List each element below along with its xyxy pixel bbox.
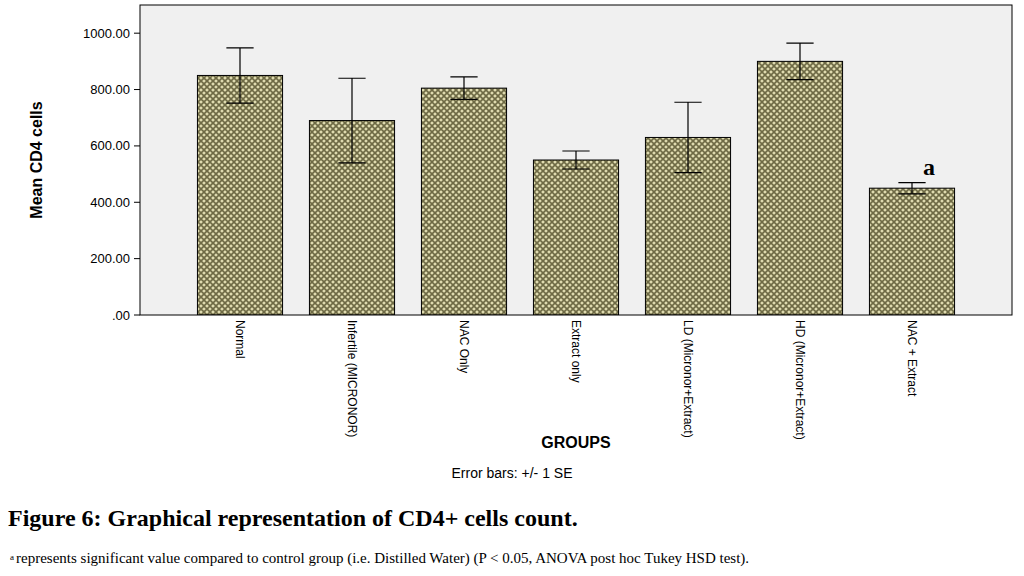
y-tick-label: .00	[112, 308, 130, 323]
chart-root: .00 200.00 400.00 600.00 800.00 1000.00 Normal…	[0, 0, 1024, 576]
error-bar	[898, 183, 925, 194]
y-tick-label: 200.00	[90, 251, 130, 266]
bar	[421, 88, 506, 315]
x-tick-label: Extract only	[569, 320, 583, 383]
caption-title: Figure 6: Graphical representation of CD…	[8, 505, 578, 531]
y-tick-label: 800.00	[90, 82, 130, 97]
annotation: a	[923, 154, 935, 180]
x-tick-label: Normal	[233, 320, 247, 359]
x-tick-label: Infertile (MICRONOR)	[345, 320, 359, 437]
y-tick-label: 400.00	[90, 195, 130, 210]
y-tick	[134, 202, 140, 203]
x-tick-label: NAC Only	[457, 320, 471, 373]
x-tick-label: HD (Micronor+Extract)	[793, 320, 807, 440]
bar	[197, 75, 282, 315]
bar	[533, 160, 618, 315]
error-bar	[226, 48, 253, 103]
y-tick	[134, 33, 140, 34]
y-tick	[134, 89, 140, 90]
caption-note: represents significant value compared to…	[16, 550, 749, 567]
plot-background	[140, 5, 1012, 315]
plot-frame	[140, 5, 1012, 315]
error-bar-note: Error bars: +/- 1 SE	[452, 465, 573, 481]
x-axis-label: GROUPS	[541, 434, 611, 451]
bars-group	[197, 43, 954, 315]
bar	[757, 61, 842, 315]
y-axis-label: Mean CD4 cells	[28, 101, 45, 218]
error-bar	[450, 77, 477, 100]
caption-marker: a	[10, 552, 14, 562]
x-tick-label: NAC + Extract	[905, 320, 919, 397]
x-tick-label: LD (Micronor+Extract)	[681, 320, 695, 438]
error-bar	[674, 102, 701, 172]
y-tick	[134, 315, 140, 316]
y-tick	[134, 145, 140, 146]
bar	[869, 188, 954, 315]
error-bar	[562, 151, 589, 169]
error-bar	[338, 78, 365, 163]
y-tick	[134, 258, 140, 259]
error-bar	[786, 43, 813, 80]
y-tick-label: 600.00	[90, 138, 130, 153]
y-tick-label: 1000.00	[83, 26, 130, 41]
